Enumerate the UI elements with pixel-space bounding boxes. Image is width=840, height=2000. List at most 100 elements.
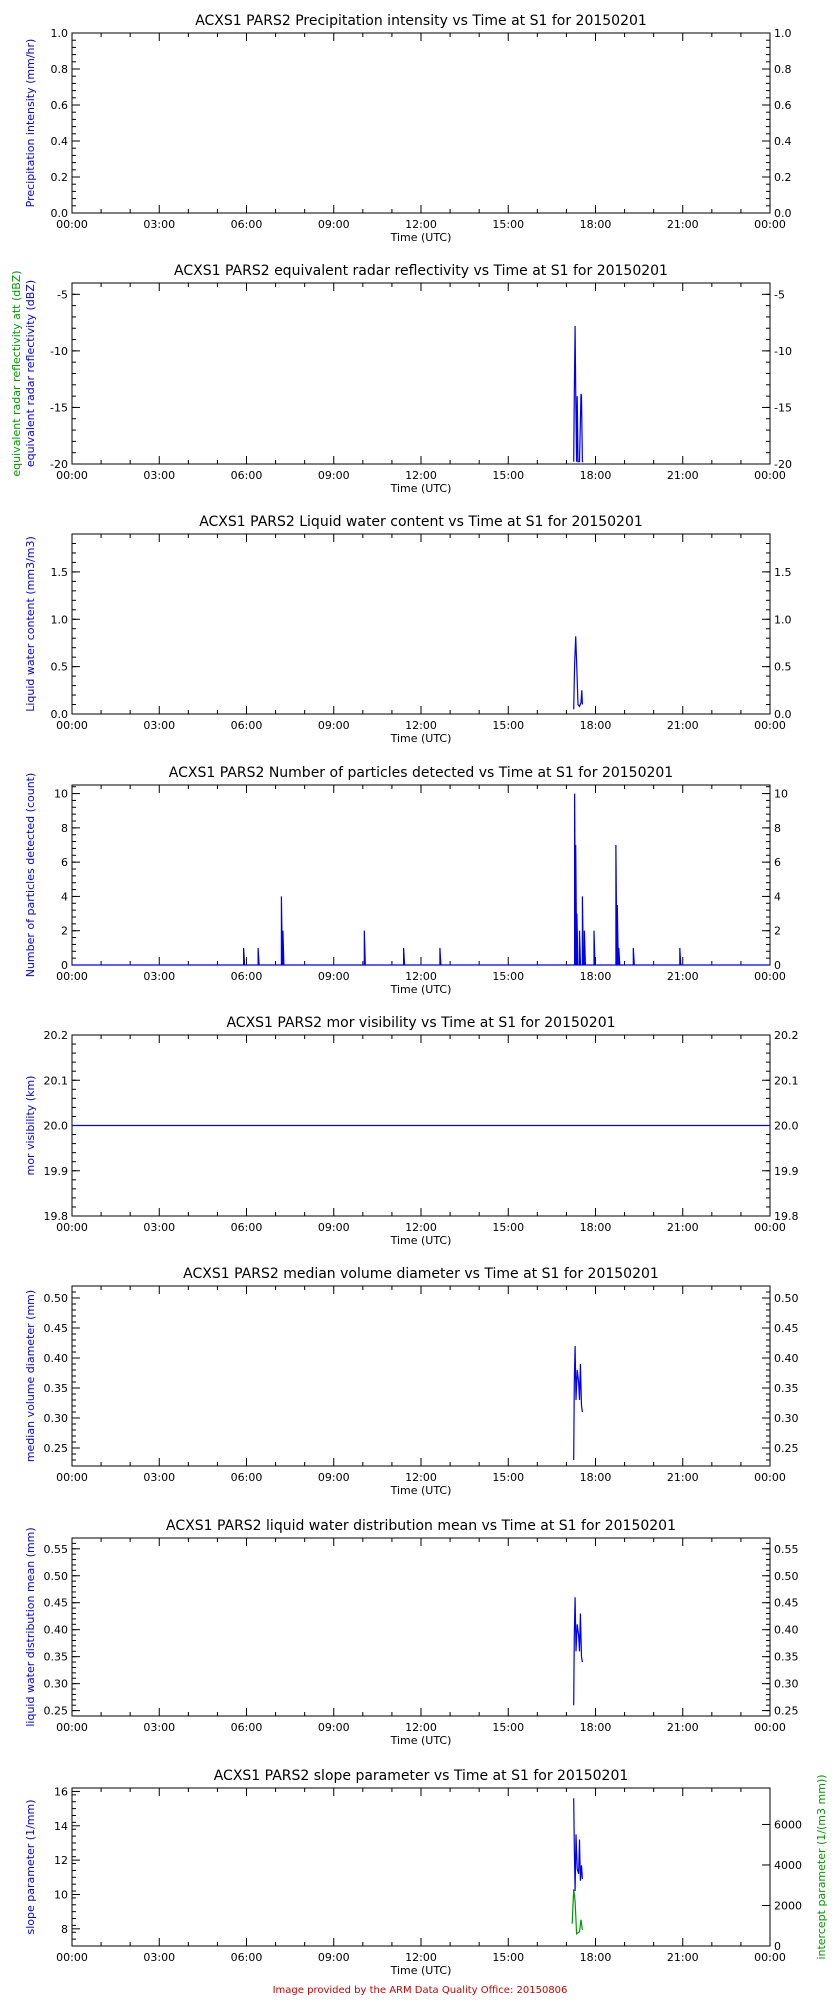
y-tick-label: 0.6 xyxy=(51,99,69,112)
x-tick-label: 12:00 xyxy=(405,1951,437,1964)
x-tick-label: 00:00 xyxy=(56,970,88,983)
y-tick-label: 0.30 xyxy=(44,1412,69,1425)
chart-title: ACXS1 PARS2 mor visibility vs Time at S1… xyxy=(226,1015,615,1031)
x-tick-label: 18:00 xyxy=(580,719,612,732)
x-tick-label: 09:00 xyxy=(318,719,350,732)
x-tick-label: 12:00 xyxy=(405,1221,437,1234)
x-axis-label: Time (UTC) xyxy=(390,482,452,495)
x-tick-label: 00:00 xyxy=(56,1721,88,1734)
x-tick-label: 15:00 xyxy=(492,1221,524,1234)
y-tick-label: 0.40 xyxy=(44,1624,69,1637)
y-axis-label: median volume diameter (mm) xyxy=(24,1290,37,1462)
y-tick-label: 0.55 xyxy=(44,1543,69,1556)
y-tick-label: 1.0 xyxy=(51,27,69,40)
y-tick-label: 0.45 xyxy=(44,1322,69,1335)
y-tick-label: 0 xyxy=(61,959,68,972)
x-tick-label: 15:00 xyxy=(492,1471,524,1484)
x-tick-label: 00:00 xyxy=(56,218,88,231)
x-tick-label: 15:00 xyxy=(492,1951,524,1964)
y-tick-label-right: 0.40 xyxy=(774,1352,799,1365)
y2-tick-label: 4000 xyxy=(774,1859,802,1872)
y-tick-label: 0.2 xyxy=(51,171,69,184)
x-tick-label: 21:00 xyxy=(667,970,699,983)
x-tick-label: 06:00 xyxy=(231,218,263,231)
y-tick-label: 20.1 xyxy=(44,1074,69,1087)
series-line xyxy=(573,1798,583,1892)
x-tick-label: 18:00 xyxy=(580,1471,612,1484)
x-tick-label: 03:00 xyxy=(143,970,175,983)
y-axis-label-alt: equivalent radar reflectivity att (dBZ) xyxy=(10,270,23,476)
x-tick-label: 21:00 xyxy=(667,719,699,732)
x-tick-label: 12:00 xyxy=(405,970,437,983)
y-tick-label: 10 xyxy=(54,788,68,801)
x-tick-label: 06:00 xyxy=(231,1951,263,1964)
y-tick-label: 6 xyxy=(61,856,68,869)
y-tick-label-right: 0.45 xyxy=(774,1597,799,1610)
plot-frame xyxy=(71,533,771,715)
x-tick-label: 00:00 xyxy=(754,1471,786,1484)
x-axis-label: Time (UTC) xyxy=(390,983,452,996)
y-tick-label: 10 xyxy=(54,1888,68,1901)
y-tick-label-right: 0.35 xyxy=(774,1651,799,1664)
y-tick-label-right: 0.45 xyxy=(774,1322,799,1335)
y-tick-label-right: 0.25 xyxy=(774,1442,799,1455)
y-tick-label-right: -20 xyxy=(774,458,792,471)
y-axis-label: slope parameter (1/mm) xyxy=(24,1799,37,1934)
series-line xyxy=(571,1889,583,1935)
plot-frame xyxy=(71,1285,771,1467)
y-tick-label: 19.9 xyxy=(44,1165,69,1178)
x-tick-label: 09:00 xyxy=(318,218,350,231)
y-tick-label-right: 20.0 xyxy=(774,1120,799,1133)
y-tick-label-right: 2 xyxy=(774,925,781,938)
y-tick-label: 20.0 xyxy=(44,1120,69,1133)
x-axis-label: Time (UTC) xyxy=(390,1234,452,1247)
y-tick-label: 8 xyxy=(61,1923,68,1936)
footer-credit: Image provided by the ARM Data Quality O… xyxy=(272,1985,568,1996)
x-tick-label: 00:00 xyxy=(56,469,88,482)
y-tick-label: -15 xyxy=(50,401,68,414)
y-tick-label: 0.50 xyxy=(44,1570,69,1583)
x-tick-label: 15:00 xyxy=(492,719,524,732)
x-tick-label: 03:00 xyxy=(143,218,175,231)
y-tick-label-right: 19.8 xyxy=(774,1210,799,1223)
y2-axis-label: intercept parameter (1/(m3 mm)) xyxy=(815,1774,828,1959)
y-tick-label-right: 0.0 xyxy=(774,708,792,721)
y-tick-label-right: 19.9 xyxy=(774,1165,799,1178)
x-tick-label: 15:00 xyxy=(492,218,524,231)
y-tick-label: 20.2 xyxy=(44,1029,69,1042)
x-tick-label: 21:00 xyxy=(667,1721,699,1734)
x-tick-label: 00:00 xyxy=(754,970,786,983)
plot-frame xyxy=(71,282,771,465)
y-tick-label-right: -5 xyxy=(774,288,785,301)
series-line xyxy=(573,1597,583,1706)
x-axis-label: Time (UTC) xyxy=(390,1734,452,1747)
y-tick-label-right: 20.2 xyxy=(774,1029,799,1042)
y-tick-label-right: 0.50 xyxy=(774,1292,799,1305)
series-line xyxy=(573,1345,583,1461)
y-tick-label-right: 0.2 xyxy=(774,171,792,184)
y-tick-label: 12 xyxy=(54,1854,68,1867)
chart-title: ACXS1 PARS2 median volume diameter vs Ti… xyxy=(183,1266,659,1282)
y-tick-label: 2 xyxy=(61,925,68,938)
x-tick-label: 06:00 xyxy=(231,469,263,482)
x-tick-label: 09:00 xyxy=(318,469,350,482)
y-tick-label: 0.50 xyxy=(44,1292,69,1305)
x-tick-label: 15:00 xyxy=(492,469,524,482)
y-tick-label-right: 0.5 xyxy=(774,661,792,674)
x-tick-label: 00:00 xyxy=(754,218,786,231)
plot-frame xyxy=(71,1787,771,1947)
chart-title: ACXS1 PARS2 Liquid water content vs Time… xyxy=(199,514,643,530)
x-tick-label: 09:00 xyxy=(318,1721,350,1734)
x-axis-label: Time (UTC) xyxy=(390,1964,452,1977)
y-tick-label: 0.45 xyxy=(44,1597,69,1610)
x-tick-label: 00:00 xyxy=(754,1221,786,1234)
x-tick-label: 09:00 xyxy=(318,970,350,983)
y-tick-label-right: 0.6 xyxy=(774,99,792,112)
y-axis-label: mor visibility (km) xyxy=(24,1076,37,1176)
y-tick-label: 8 xyxy=(61,822,68,835)
x-tick-label: 18:00 xyxy=(580,1221,612,1234)
y2-tick-label: 6000 xyxy=(774,1818,802,1831)
y-tick-label-right: -10 xyxy=(774,345,792,358)
chart-title: ACXS1 PARS2 Precipitation intensity vs T… xyxy=(195,13,647,29)
series-line xyxy=(573,325,584,463)
